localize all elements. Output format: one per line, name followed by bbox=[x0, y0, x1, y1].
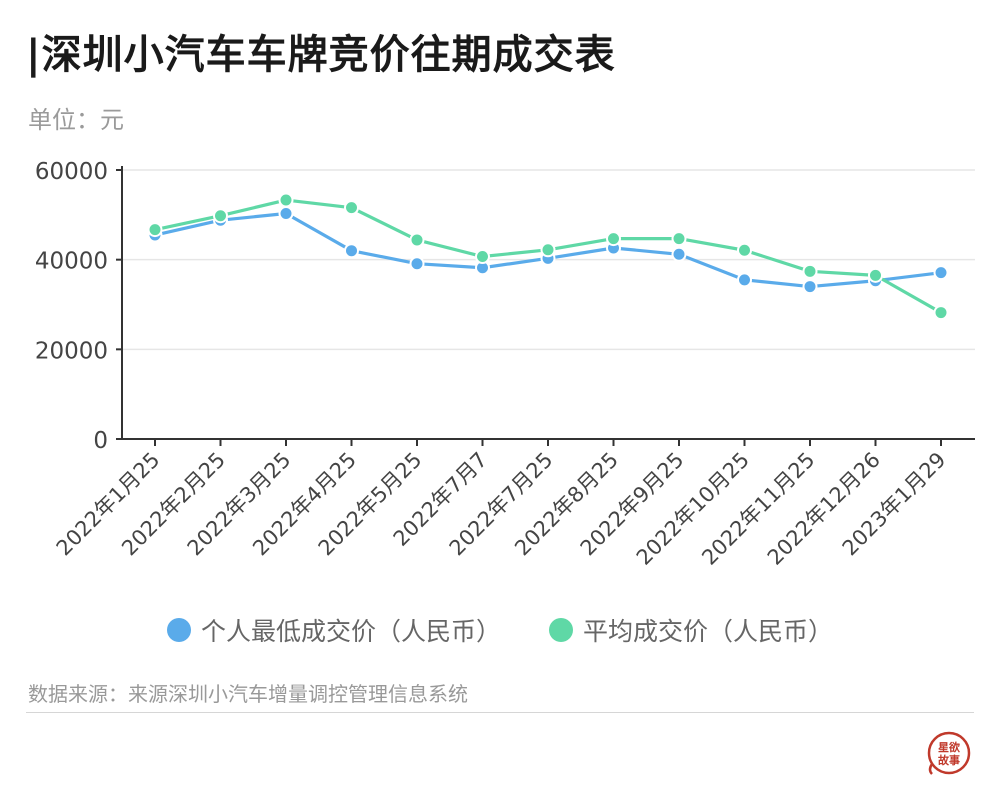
divider bbox=[26, 712, 974, 713]
data-point bbox=[671, 231, 687, 247]
data-point bbox=[409, 256, 425, 272]
unit-label: 单位：元 bbox=[28, 106, 124, 134]
brand-logo-icon: 星欲 故事 bbox=[927, 731, 971, 775]
data-point bbox=[737, 242, 752, 258]
legend-label: 个人最低成交价（人民币） bbox=[200, 617, 501, 646]
data-point bbox=[344, 200, 359, 216]
data-point bbox=[147, 222, 163, 238]
legend-item-avg-price[interactable]: 平均成交价（人民币） bbox=[549, 612, 833, 648]
data-point bbox=[802, 279, 818, 295]
legend-marker-icon bbox=[166, 618, 191, 642]
data-point bbox=[278, 205, 294, 221]
data-point bbox=[933, 305, 949, 321]
data-point bbox=[802, 263, 818, 279]
chart-title: |深圳小汽车车牌竞价往期成交表 bbox=[26, 32, 616, 78]
data-point bbox=[540, 242, 556, 258]
legend-item-min-price[interactable]: 个人最低成交价（人民币） bbox=[166, 612, 501, 648]
data-point bbox=[868, 267, 883, 283]
data-source: 数据来源：来源深圳小汽车增量调控管理信息系统 bbox=[28, 682, 468, 706]
legend: 个人最低成交价（人民币） 平均成交价（人民币） bbox=[0, 612, 1000, 648]
legend-label: 平均成交价（人民币） bbox=[583, 617, 834, 646]
y-tick-label: 40000 bbox=[35, 249, 108, 275]
y-tick-label: 0 bbox=[93, 428, 108, 454]
data-point bbox=[278, 192, 294, 208]
logo-text-bottom: 故事 bbox=[938, 753, 960, 767]
logo-text-top: 星欲 bbox=[938, 740, 960, 754]
legend-marker-icon bbox=[549, 618, 573, 642]
y-tick-label: 20000 bbox=[35, 338, 108, 364]
y-tick-label: 60000 bbox=[35, 159, 108, 185]
data-point bbox=[409, 232, 425, 248]
data-point bbox=[737, 272, 752, 288]
x-tick-label: 2022年12月26 bbox=[763, 448, 885, 570]
x-tick-label: 2022年11月25 bbox=[697, 448, 819, 570]
x-tick-label: 2022年10月25 bbox=[632, 448, 754, 570]
data-point bbox=[606, 231, 621, 247]
data-point bbox=[213, 208, 228, 224]
data-point bbox=[475, 249, 490, 265]
data-point bbox=[933, 265, 949, 281]
data-point bbox=[671, 246, 687, 262]
data-point bbox=[344, 243, 359, 259]
line-chart: 02000040000600002022年1月252022年2月252022年3… bbox=[35, 159, 975, 570]
